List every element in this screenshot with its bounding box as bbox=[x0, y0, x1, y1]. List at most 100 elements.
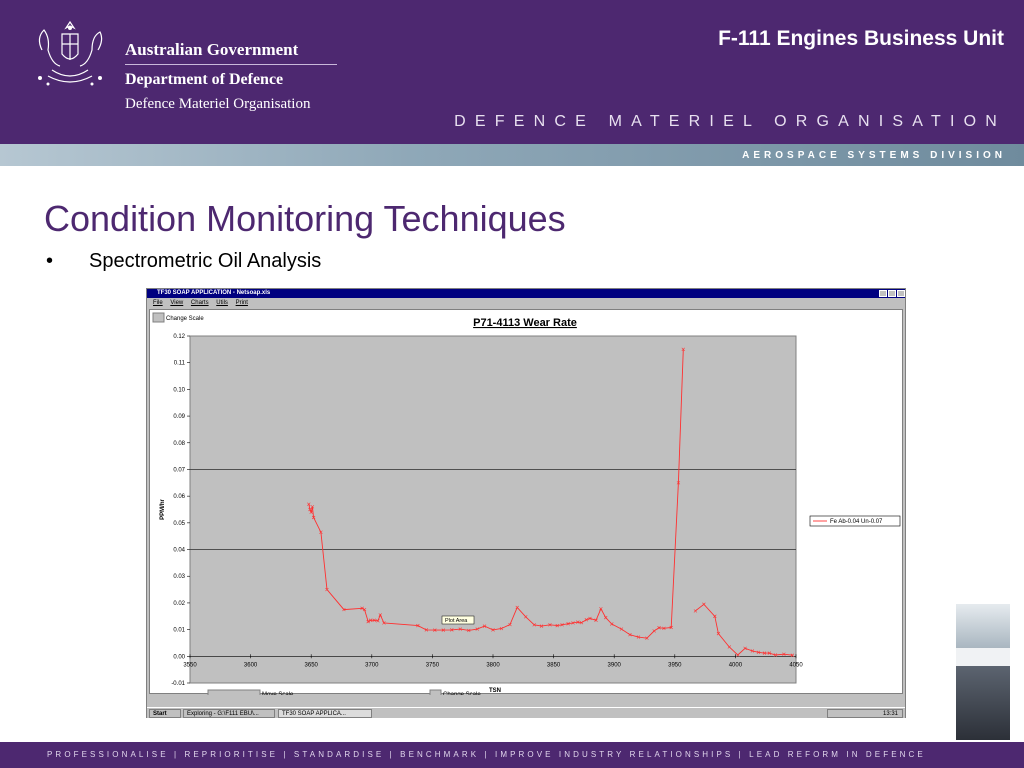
menu-charts[interactable]: Charts bbox=[190, 300, 209, 306]
data-point bbox=[548, 623, 552, 627]
data-point bbox=[657, 626, 661, 630]
task-explorer[interactable]: Exploring - G:\F111 EBU\... bbox=[183, 709, 275, 718]
data-point bbox=[515, 605, 519, 610]
change-scale-label: Change Scale bbox=[166, 316, 204, 322]
change-scale-label-bottom: Change Scale bbox=[443, 692, 481, 695]
y-tick-label: 0.03 bbox=[173, 574, 185, 580]
data-point bbox=[362, 607, 367, 612]
slide-title: Condition Monitoring Techniques bbox=[44, 198, 566, 239]
x-tick-label: 3850 bbox=[547, 662, 561, 668]
slide-header: Australian Government Department of Defe… bbox=[0, 0, 1024, 144]
menu-file[interactable]: File bbox=[153, 300, 163, 306]
app-window: TF30 SOAP APPLICATION - Netsoap.xls File… bbox=[146, 288, 906, 718]
y-tick-label: 0.00 bbox=[173, 654, 185, 660]
chart-sheet: Change Scale P71-4113 Wear Rate 0.12 0.11 0.… bbox=[149, 309, 903, 699]
organisation-name: Defence Materiel Organisation bbox=[125, 96, 311, 112]
data-point bbox=[579, 620, 584, 625]
data-point bbox=[767, 651, 772, 655]
x-tick-label: 3950 bbox=[668, 662, 682, 668]
y-tick-label: 0.04 bbox=[173, 548, 185, 554]
change-scale-spinner[interactable] bbox=[152, 312, 165, 323]
coat-of-arms-logo bbox=[38, 20, 103, 86]
x-tick-label: 3700 bbox=[365, 662, 379, 668]
minimize-button[interactable] bbox=[879, 290, 887, 297]
data-point bbox=[310, 505, 315, 509]
clock: 13:31 bbox=[882, 711, 898, 717]
data-point bbox=[628, 632, 632, 637]
data-point bbox=[311, 515, 316, 520]
data-point bbox=[599, 607, 603, 611]
data-point bbox=[532, 623, 536, 627]
cockpit-photo bbox=[956, 666, 1010, 740]
data-point bbox=[636, 635, 641, 639]
data-point bbox=[727, 645, 732, 649]
menu-utils[interactable]: Utils bbox=[216, 300, 228, 306]
aircraft-photos bbox=[956, 604, 1010, 740]
data-point bbox=[676, 481, 681, 485]
start-label: Start bbox=[153, 711, 167, 717]
data-point bbox=[482, 624, 487, 628]
data-point bbox=[309, 510, 313, 514]
data-point bbox=[662, 626, 666, 630]
move-scale-label: Move Scale bbox=[262, 692, 294, 695]
data-point bbox=[576, 620, 580, 624]
series-line bbox=[695, 603, 793, 656]
y-axis-label: PPM/hr bbox=[160, 499, 166, 520]
gov-name: Australian Government bbox=[125, 40, 299, 59]
maximize-button[interactable] bbox=[888, 290, 896, 297]
app-titlebar: TF30 SOAP APPLICATION - Netsoap.xls bbox=[147, 289, 905, 298]
data-point bbox=[360, 606, 364, 610]
wear-rate-chart: Change Scale P71-4113 Wear Rate 0.12 0.11 0.… bbox=[152, 312, 901, 699]
data-point bbox=[762, 651, 767, 655]
data-point bbox=[366, 619, 370, 624]
data-point bbox=[773, 653, 778, 657]
data-point bbox=[467, 628, 471, 633]
sky-photo bbox=[956, 648, 1010, 666]
data-point bbox=[594, 618, 598, 622]
task-explorer-label: Exploring - G:\F111 EBU\... bbox=[187, 711, 259, 717]
close-button[interactable] bbox=[897, 290, 905, 297]
data-point bbox=[368, 618, 373, 622]
data-point bbox=[308, 507, 312, 512]
data-point bbox=[475, 627, 479, 631]
data-point bbox=[539, 624, 544, 628]
data-point bbox=[382, 621, 386, 625]
plot-area-tooltip-label: Plot Area bbox=[445, 618, 468, 624]
data-point bbox=[342, 607, 346, 612]
data-point bbox=[508, 622, 512, 627]
start-button[interactable]: Start bbox=[149, 709, 181, 718]
data-point bbox=[652, 629, 656, 633]
data-point bbox=[376, 619, 380, 623]
x-tick-label: 3800 bbox=[486, 662, 500, 668]
data-point bbox=[416, 623, 420, 628]
task-soap-app[interactable]: TF30 SOAP APPLICA... bbox=[278, 709, 372, 718]
data-point bbox=[743, 646, 747, 651]
app-title: TF30 SOAP APPLICATION - Netsoap.xls bbox=[157, 290, 271, 296]
y-tick-label: -0.01 bbox=[171, 681, 185, 687]
y-tick-label: 0.07 bbox=[173, 467, 185, 473]
data-point bbox=[424, 628, 429, 632]
aircraft-photo bbox=[956, 604, 1010, 648]
change-scale-spinner-bottom[interactable] bbox=[429, 689, 442, 699]
y-tick-label: 0.09 bbox=[173, 414, 185, 420]
move-scale-scrollbar[interactable] bbox=[207, 689, 261, 699]
data-point bbox=[756, 650, 761, 655]
taskbar: Start Exploring - G:\F111 EBU\... TF30 S… bbox=[147, 707, 905, 718]
data-point bbox=[458, 627, 462, 631]
data-point bbox=[669, 625, 673, 630]
department-name: Department of Defence bbox=[125, 71, 284, 88]
y-tick-label: 0.12 bbox=[173, 334, 185, 340]
bullet-mark: • bbox=[46, 250, 54, 272]
system-tray: 13:31 bbox=[827, 709, 903, 718]
data-point bbox=[716, 631, 721, 636]
slide-footer bbox=[0, 742, 1024, 768]
menu-view[interactable]: View bbox=[170, 300, 184, 306]
data-point bbox=[450, 628, 454, 632]
data-point bbox=[604, 615, 608, 620]
data-point bbox=[750, 649, 755, 653]
menu-print[interactable]: Print bbox=[235, 300, 248, 306]
division-label: AEROSPACE SYSTEMS DIVISION bbox=[742, 150, 1006, 161]
data-point bbox=[307, 502, 311, 506]
data-point bbox=[584, 618, 589, 622]
data-point bbox=[499, 626, 504, 631]
